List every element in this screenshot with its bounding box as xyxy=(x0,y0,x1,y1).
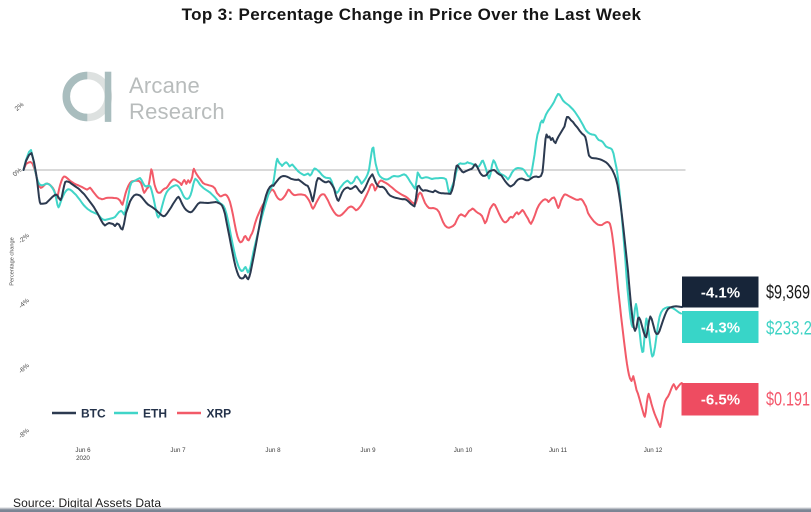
svg-text:2%: 2% xyxy=(14,101,26,113)
svg-text:-6%: -6% xyxy=(18,362,31,375)
svg-text:0%: 0% xyxy=(12,167,24,179)
svg-text:Jun 6: Jun 6 xyxy=(75,447,91,454)
svg-text:BTC: BTC xyxy=(81,407,106,421)
svg-text:XRP: XRP xyxy=(207,407,232,421)
svg-text:Jun 8: Jun 8 xyxy=(265,447,281,454)
svg-text:Jun 11: Jun 11 xyxy=(549,447,568,454)
svg-text:$0.191: $0.191 xyxy=(766,390,810,411)
svg-text:-8%: -8% xyxy=(18,427,31,440)
svg-text:Jun 7: Jun 7 xyxy=(170,447,186,454)
svg-text:-2%: -2% xyxy=(18,232,31,245)
svg-text:$9,369: $9,369 xyxy=(766,283,810,304)
svg-text:Jun 10: Jun 10 xyxy=(454,447,473,454)
svg-text:Jun 9: Jun 9 xyxy=(360,447,376,454)
svg-text:-4.1%: -4.1% xyxy=(701,285,740,302)
svg-text:$233.2: $233.2 xyxy=(766,319,811,340)
svg-text:Jun 12: Jun 12 xyxy=(644,447,663,454)
svg-text:-4%: -4% xyxy=(18,297,31,310)
svg-text:-4.3%: -4.3% xyxy=(701,320,740,337)
svg-text:Percentage change: Percentage change xyxy=(10,237,16,286)
svg-text:ETH: ETH xyxy=(143,407,167,421)
svg-text:-6.5%: -6.5% xyxy=(701,392,740,409)
svg-text:2020: 2020 xyxy=(76,455,90,462)
